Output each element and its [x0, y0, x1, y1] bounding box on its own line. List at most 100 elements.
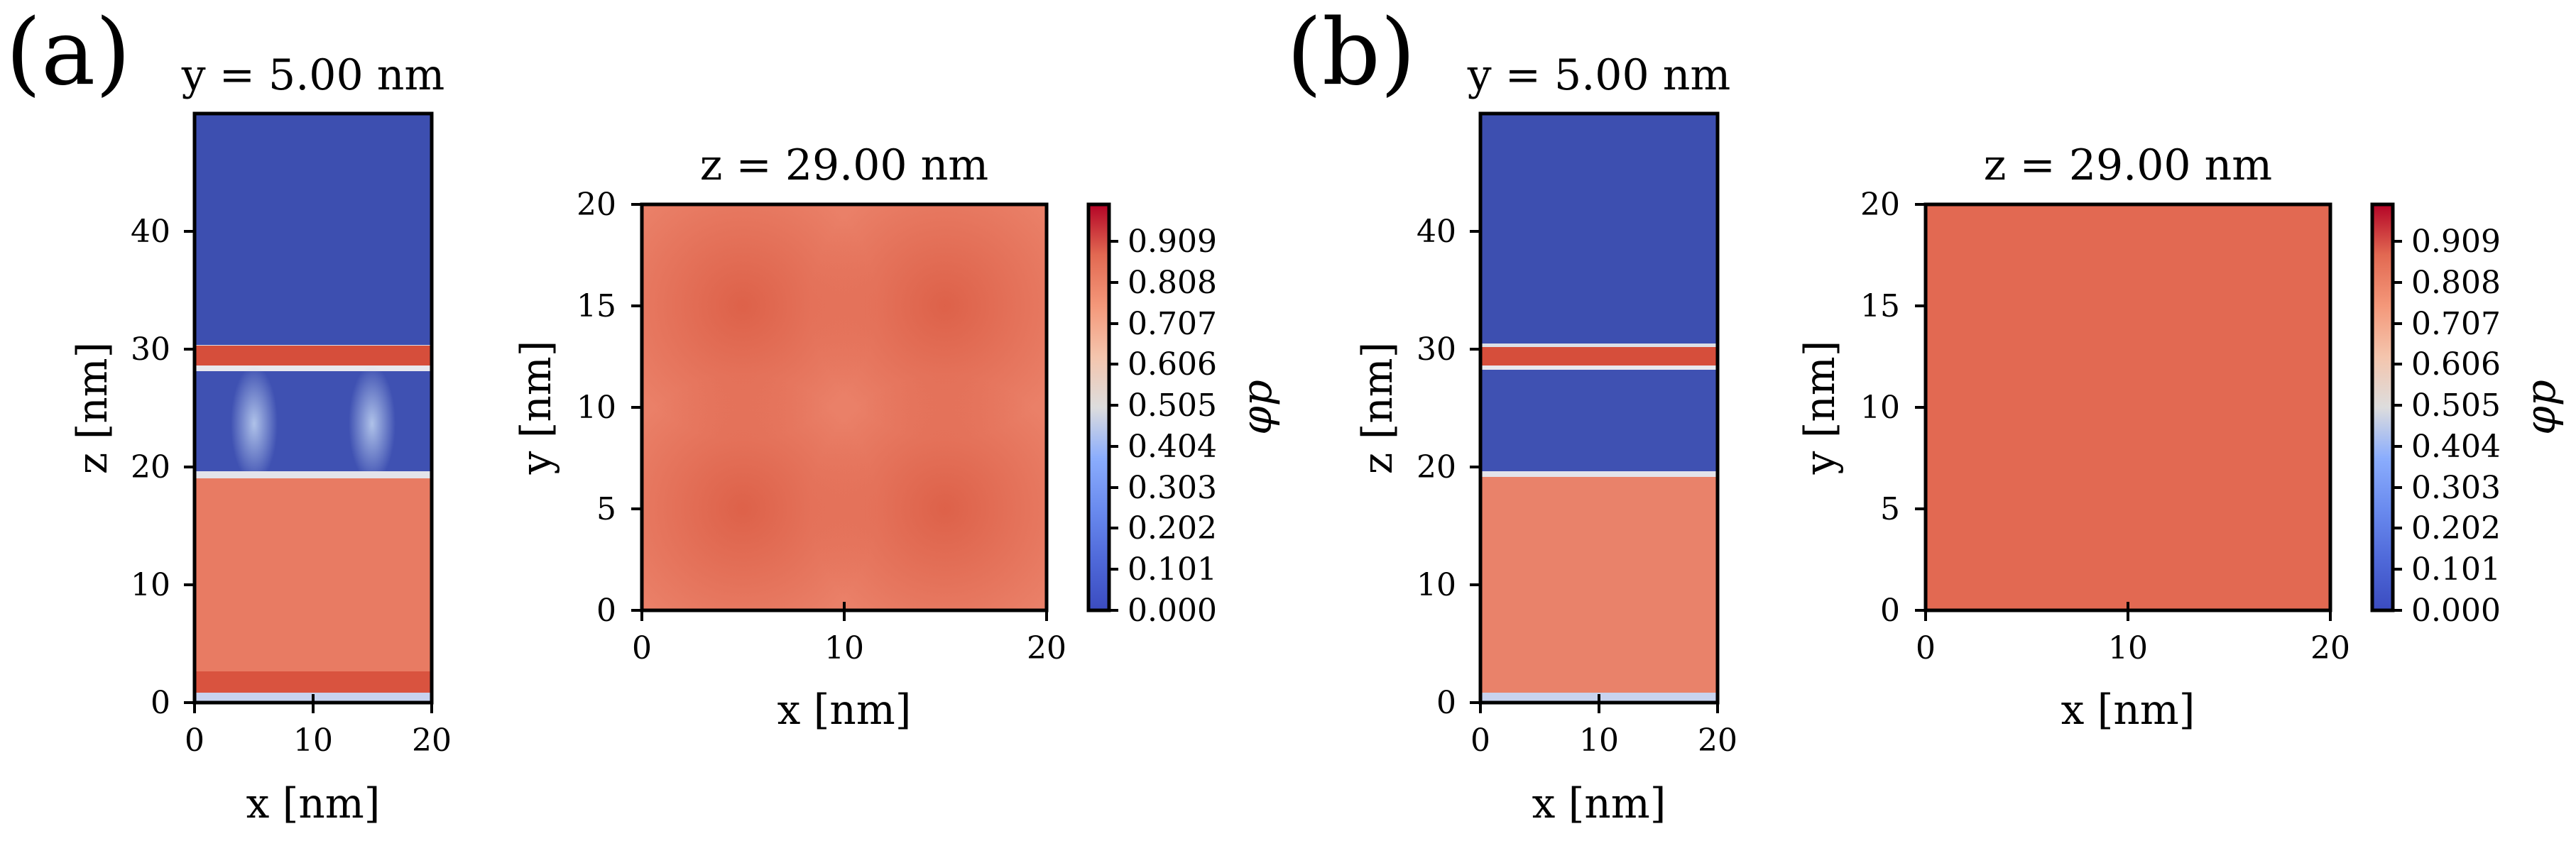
xtick-label: 0 [1470, 722, 1490, 759]
xtick-label: 0 [185, 722, 204, 759]
heatmap-b-top-field [1926, 204, 2330, 610]
ytick-label: 20 [1417, 449, 1456, 485]
heatmap-a-top-title: z = 29.00 nm [700, 141, 988, 190]
colorbar-a-gradient [1088, 204, 1109, 610]
heatmap-b-side-bottom-layer [1480, 477, 1718, 693]
heatmap-b-side-top-bulk [1480, 114, 1718, 346]
heatmap-b-side-middle-layer [1480, 370, 1718, 473]
xtick-label: 20 [412, 722, 452, 759]
colorbar-tick-label: 0.000 [1128, 593, 1217, 629]
xtick-label: 10 [2108, 630, 2148, 666]
heatmap-a-side-bottom-layer [195, 478, 432, 678]
ytick-label: 15 [1860, 288, 1900, 324]
xtick-label: 20 [2310, 630, 2350, 666]
heatmap-a-side-bottom-dense [195, 671, 432, 693]
panel-label-b: (b) [1287, 0, 1416, 106]
xtick-label: 10 [293, 722, 333, 759]
colorbar-tick-label: 0.909 [1128, 224, 1217, 260]
heatmap-a-top-xlabel: x [nm] [777, 686, 912, 734]
ytick-label: 0 [596, 593, 616, 629]
ytick-label: 30 [131, 331, 170, 368]
ytick-label: 10 [1417, 567, 1456, 603]
ytick-label: 20 [131, 449, 170, 485]
colorbar-b-label: φp [2516, 380, 2565, 435]
ytick-label: 10 [131, 567, 170, 603]
colorbar-tick-label: 0.101 [1128, 551, 1217, 588]
ytick-label: 15 [577, 288, 616, 324]
colorbar-tick-label: 0.505 [2411, 387, 2501, 424]
heatmap-a-top: z = 29.00 nm 0 10 20 0 5 10 15 20 x [nm] [512, 141, 1066, 734]
heatmap-b-side-upper-layer [1480, 347, 1718, 367]
heatmap-b-side-interface-upper [1480, 365, 1718, 371]
heatmap-a-side-column-1 [231, 365, 278, 482]
colorbar-tick-label: 0.808 [2411, 265, 2501, 301]
colorbar-a: 0.000 0.101 0.202 0.303 0.404 0.505 0.60… [1086, 202, 1281, 629]
colorbar-tick-label: 0.303 [1128, 470, 1217, 506]
colorbar-tick-label: 0.808 [1128, 265, 1217, 301]
heatmap-b-side-xticks: 0 10 20 [1470, 694, 1737, 759]
heatmap-b-side-interface-lower [1480, 471, 1718, 478]
heatmap-a-side-interface-upper [195, 365, 432, 373]
heatmap-a-top-ylabel: y [nm] [512, 341, 560, 476]
ytick-label: 5 [1880, 491, 1900, 527]
heatmap-a-side-title: y = 5.00 nm [181, 50, 445, 100]
colorbar-tick-label: 0.606 [1128, 346, 1217, 383]
ytick-label: 10 [577, 390, 616, 426]
colorbar-tick-label: 0.303 [2411, 470, 2501, 506]
panel-label-a: (a) [6, 0, 131, 106]
ytick-label: 0 [1880, 593, 1900, 629]
colorbar-b-gradient [2372, 204, 2393, 610]
heatmap-a-side-middle-layer [195, 371, 432, 475]
heatmap-a-side-column-2 [349, 365, 395, 482]
colorbar-tick-label: 0.404 [1128, 429, 1217, 465]
colorbar-tick-label: 0.707 [1128, 306, 1217, 342]
colorbar-tick-label: 0.505 [1128, 387, 1217, 424]
colorbar-b: 0.000 0.101 0.202 0.303 0.404 0.505 0.60… [2370, 202, 2565, 629]
ytick-label: 40 [131, 214, 170, 250]
heatmap-b-side-yticks: 0 10 20 30 40 [1417, 214, 1480, 721]
colorbar-tick-label: 0.202 [1128, 510, 1217, 546]
heatmap-b-top-title: z = 29.00 nm [1984, 141, 2272, 190]
heatmap-a-side-yticks: 0 10 20 30 40 [131, 214, 195, 721]
xtick-label: 20 [1027, 630, 1066, 666]
ytick-label: 20 [1860, 187, 1900, 223]
heatmap-a-top-maximum [810, 204, 1047, 441]
ytick-label: 30 [1417, 331, 1456, 368]
ytick-label: 0 [1436, 685, 1456, 721]
colorbar-tick-label: 0.000 [2411, 593, 2501, 629]
xtick-label: 0 [632, 630, 652, 666]
heatmap-b-top: z = 29.00 nm 0 10 20 0 5 10 15 20 x [nm]… [1796, 141, 2350, 734]
colorbar-a-ticks: 0.000 0.101 0.202 0.303 0.404 0.505 0.60… [1109, 224, 1217, 629]
heatmap-a-top-xticks: 0 10 20 [632, 602, 1066, 666]
colorbar-a-label: φp [1233, 380, 1281, 435]
heatmap-b-top-xticks: 0 10 20 [1916, 602, 2350, 666]
colorbar-a-frame [1086, 202, 1111, 612]
heatmap-a-top-yticks: 0 5 10 15 20 [577, 187, 642, 629]
heatmap-b-side: y = 5.00 nm 0 10 20 0 10 20 30 [1353, 50, 1737, 828]
heatmap-a-side-interface-lower [195, 471, 432, 480]
ytick-label: 0 [151, 685, 170, 721]
heatmap-a-side-xticks: 0 10 20 [185, 694, 452, 759]
heatmap-b-side-xlabel: x [nm] [1532, 779, 1666, 828]
colorbar-tick-label: 0.404 [2411, 429, 2501, 465]
colorbar-b-frame [2370, 202, 2395, 612]
heatmap-b-top-yticks: 0 5 10 15 20 [1860, 187, 1926, 629]
ytick-label: 40 [1417, 214, 1456, 250]
colorbar-tick-label: 0.707 [2411, 306, 2501, 342]
colorbar-b-ticks: 0.000 0.101 0.202 0.303 0.404 0.505 0.60… [2393, 224, 2501, 629]
ytick-label: 10 [1860, 390, 1900, 426]
xtick-label: 20 [1698, 722, 1737, 759]
xtick-label: 10 [824, 630, 864, 666]
heatmap-b-top-xlabel: x [nm] [2061, 686, 2195, 734]
xtick-label: 0 [1916, 630, 1936, 666]
colorbar-tick-label: 0.909 [2411, 224, 2501, 260]
ytick-label: 5 [596, 491, 616, 527]
heatmap-b-side-title: y = 5.00 nm [1467, 50, 1731, 100]
heatmap-a-side-ylabel: z [nm] [68, 342, 116, 475]
heatmap-a-side-upper-layer [195, 346, 432, 367]
xtick-label: 10 [1579, 722, 1619, 759]
heatmap-b-side-ylabel: z [nm] [1353, 342, 1402, 475]
colorbar-tick-label: 0.606 [2411, 346, 2501, 383]
colorbar-tick-label: 0.101 [2411, 551, 2501, 588]
